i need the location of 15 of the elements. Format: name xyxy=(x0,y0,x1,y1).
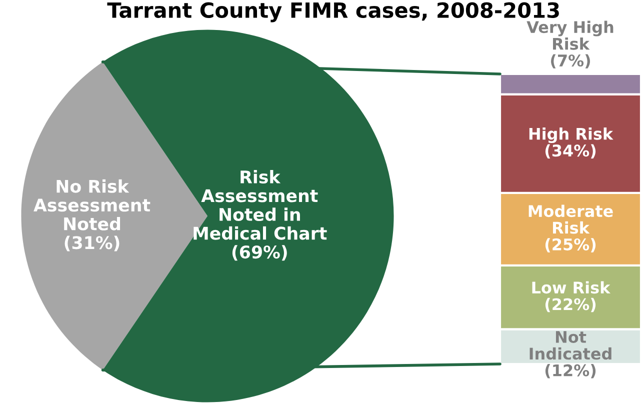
series-label: High Risk xyxy=(529,127,614,144)
series-label: Very High Risk xyxy=(526,20,614,50)
data-label: (12%) xyxy=(545,364,596,378)
data-label: (34%) xyxy=(545,144,596,159)
data-label: (7%) xyxy=(551,54,590,68)
data-label: (69%) xyxy=(232,245,287,261)
series-label: Moderate Risk xyxy=(528,204,613,234)
slice-label: No Risk Assessment Noted xyxy=(34,179,150,230)
data-label: (22%) xyxy=(545,298,596,312)
chart-title: Tarrant County FIMR cases, 2008-2013 xyxy=(107,2,559,22)
data-label: (31%) xyxy=(64,236,120,252)
slice-label: Risk Assessment Noted in Medical Chart xyxy=(194,170,327,240)
data-label: (25%) xyxy=(545,238,596,252)
series-label: Not Indicated xyxy=(530,331,612,360)
series-label: Low Risk xyxy=(532,281,610,294)
